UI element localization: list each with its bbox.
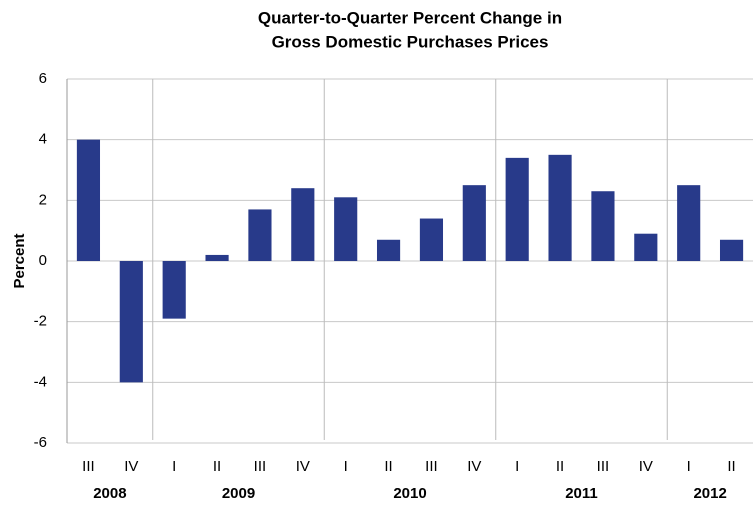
bar	[119, 261, 143, 383]
y-axis-title: Percent	[11, 233, 28, 288]
x-tick-label: I	[344, 458, 348, 475]
x-tick-label: III	[254, 458, 267, 475]
year-label: 2012	[693, 485, 726, 502]
x-tick-label: I	[687, 458, 691, 475]
x-tick-label: I	[172, 458, 176, 475]
bar	[505, 157, 529, 261]
y-tick-label: 0	[39, 252, 47, 269]
bar	[548, 154, 572, 261]
x-tick-label: IV	[124, 458, 138, 475]
x-tick-label: II	[384, 458, 392, 475]
bar	[419, 218, 444, 261]
bar	[591, 191, 615, 261]
bar	[462, 185, 486, 261]
x-tick-label: I	[515, 458, 519, 475]
bar	[248, 209, 272, 261]
year-label: 2008	[93, 485, 126, 502]
year-label: 2011	[565, 485, 598, 502]
x-tick-label: III	[82, 458, 95, 475]
x-tick-label: III	[425, 458, 438, 475]
x-tick-label: II	[213, 458, 221, 475]
bar	[376, 239, 401, 261]
bar	[162, 261, 186, 319]
year-label: 2009	[222, 485, 255, 502]
bar	[719, 239, 744, 261]
x-tick-label: IV	[467, 458, 481, 475]
x-tick-label: IV	[639, 458, 653, 475]
y-tick-label: 4	[39, 131, 47, 148]
year-label: 2010	[393, 485, 426, 502]
x-tick-label: IV	[296, 458, 310, 475]
y-tick-label: -2	[34, 313, 47, 330]
bar	[76, 139, 101, 261]
bar	[634, 233, 658, 261]
chart-title: Quarter-to-Quarter Percent Change in	[258, 8, 562, 27]
x-tick-label: II	[727, 458, 735, 475]
y-tick-label: -6	[34, 434, 47, 451]
bar	[334, 197, 358, 261]
y-tick-label: 2	[39, 191, 47, 208]
x-tick-label: III	[597, 458, 610, 475]
y-tick-label: 6	[39, 70, 47, 87]
chart-title: Gross Domestic Purchases Prices	[272, 32, 549, 51]
bar	[677, 185, 701, 261]
x-tick-label: II	[556, 458, 564, 475]
y-tick-label: -4	[34, 373, 47, 390]
bar	[205, 254, 229, 261]
bar	[291, 188, 315, 261]
